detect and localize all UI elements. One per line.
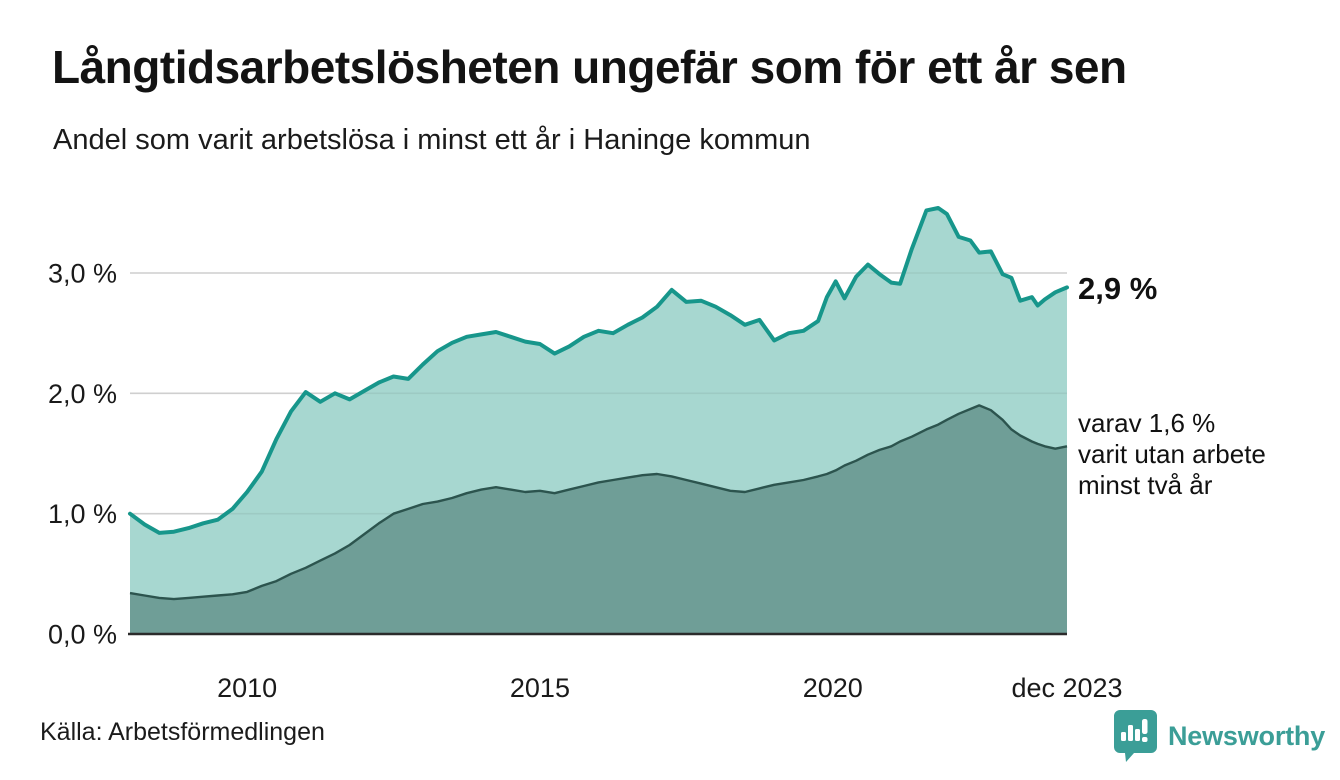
bar-3: [1135, 729, 1140, 741]
x-tick-label: 2015: [510, 673, 570, 703]
y-tick-label: 0,0 %: [48, 620, 117, 650]
y-tick-label: 1,0 %: [48, 499, 117, 529]
newsworthy-logo: Newsworthy: [1112, 708, 1325, 764]
two-year-annotation-line1: varav 1,6 %: [1078, 408, 1216, 438]
two-year-area: [130, 405, 1067, 634]
x-tick-label: 2020: [803, 673, 863, 703]
two-year-line: [129, 404, 1068, 601]
end-value-label: 2,9 %: [1078, 271, 1158, 306]
two-year-annotation-line2: varit utan arbete: [1078, 439, 1266, 470]
source-note: Källa: Arbetsförmedlingen: [40, 718, 325, 746]
chart-title: Långtidsarbetslösheten ungefär som för e…: [52, 41, 1127, 93]
x-tick-label: dec 2023: [1011, 673, 1122, 703]
y-tick-label: 3,0 %: [48, 259, 117, 289]
two-year-annotation-line3: minst två år: [1078, 470, 1213, 501]
newsworthy-wordmark: Newsworthy: [1168, 720, 1326, 751]
exclamation-bar: [1142, 719, 1148, 734]
chart-subtitle: Andel som varit arbetslösa i minst ett å…: [53, 124, 811, 156]
y-tick-label: 2,0 %: [48, 379, 117, 409]
newsworthy-bubble-icon: [1114, 710, 1157, 762]
bar-1: [1121, 732, 1126, 741]
two-year-annotation: varav 1,6 % varit utan arbete minst två …: [1078, 408, 1266, 502]
x-tick-label: 2010: [217, 673, 277, 703]
exclamation-dot: [1142, 737, 1148, 742]
bar-2: [1128, 725, 1133, 741]
total-line: [128, 206, 1069, 535]
